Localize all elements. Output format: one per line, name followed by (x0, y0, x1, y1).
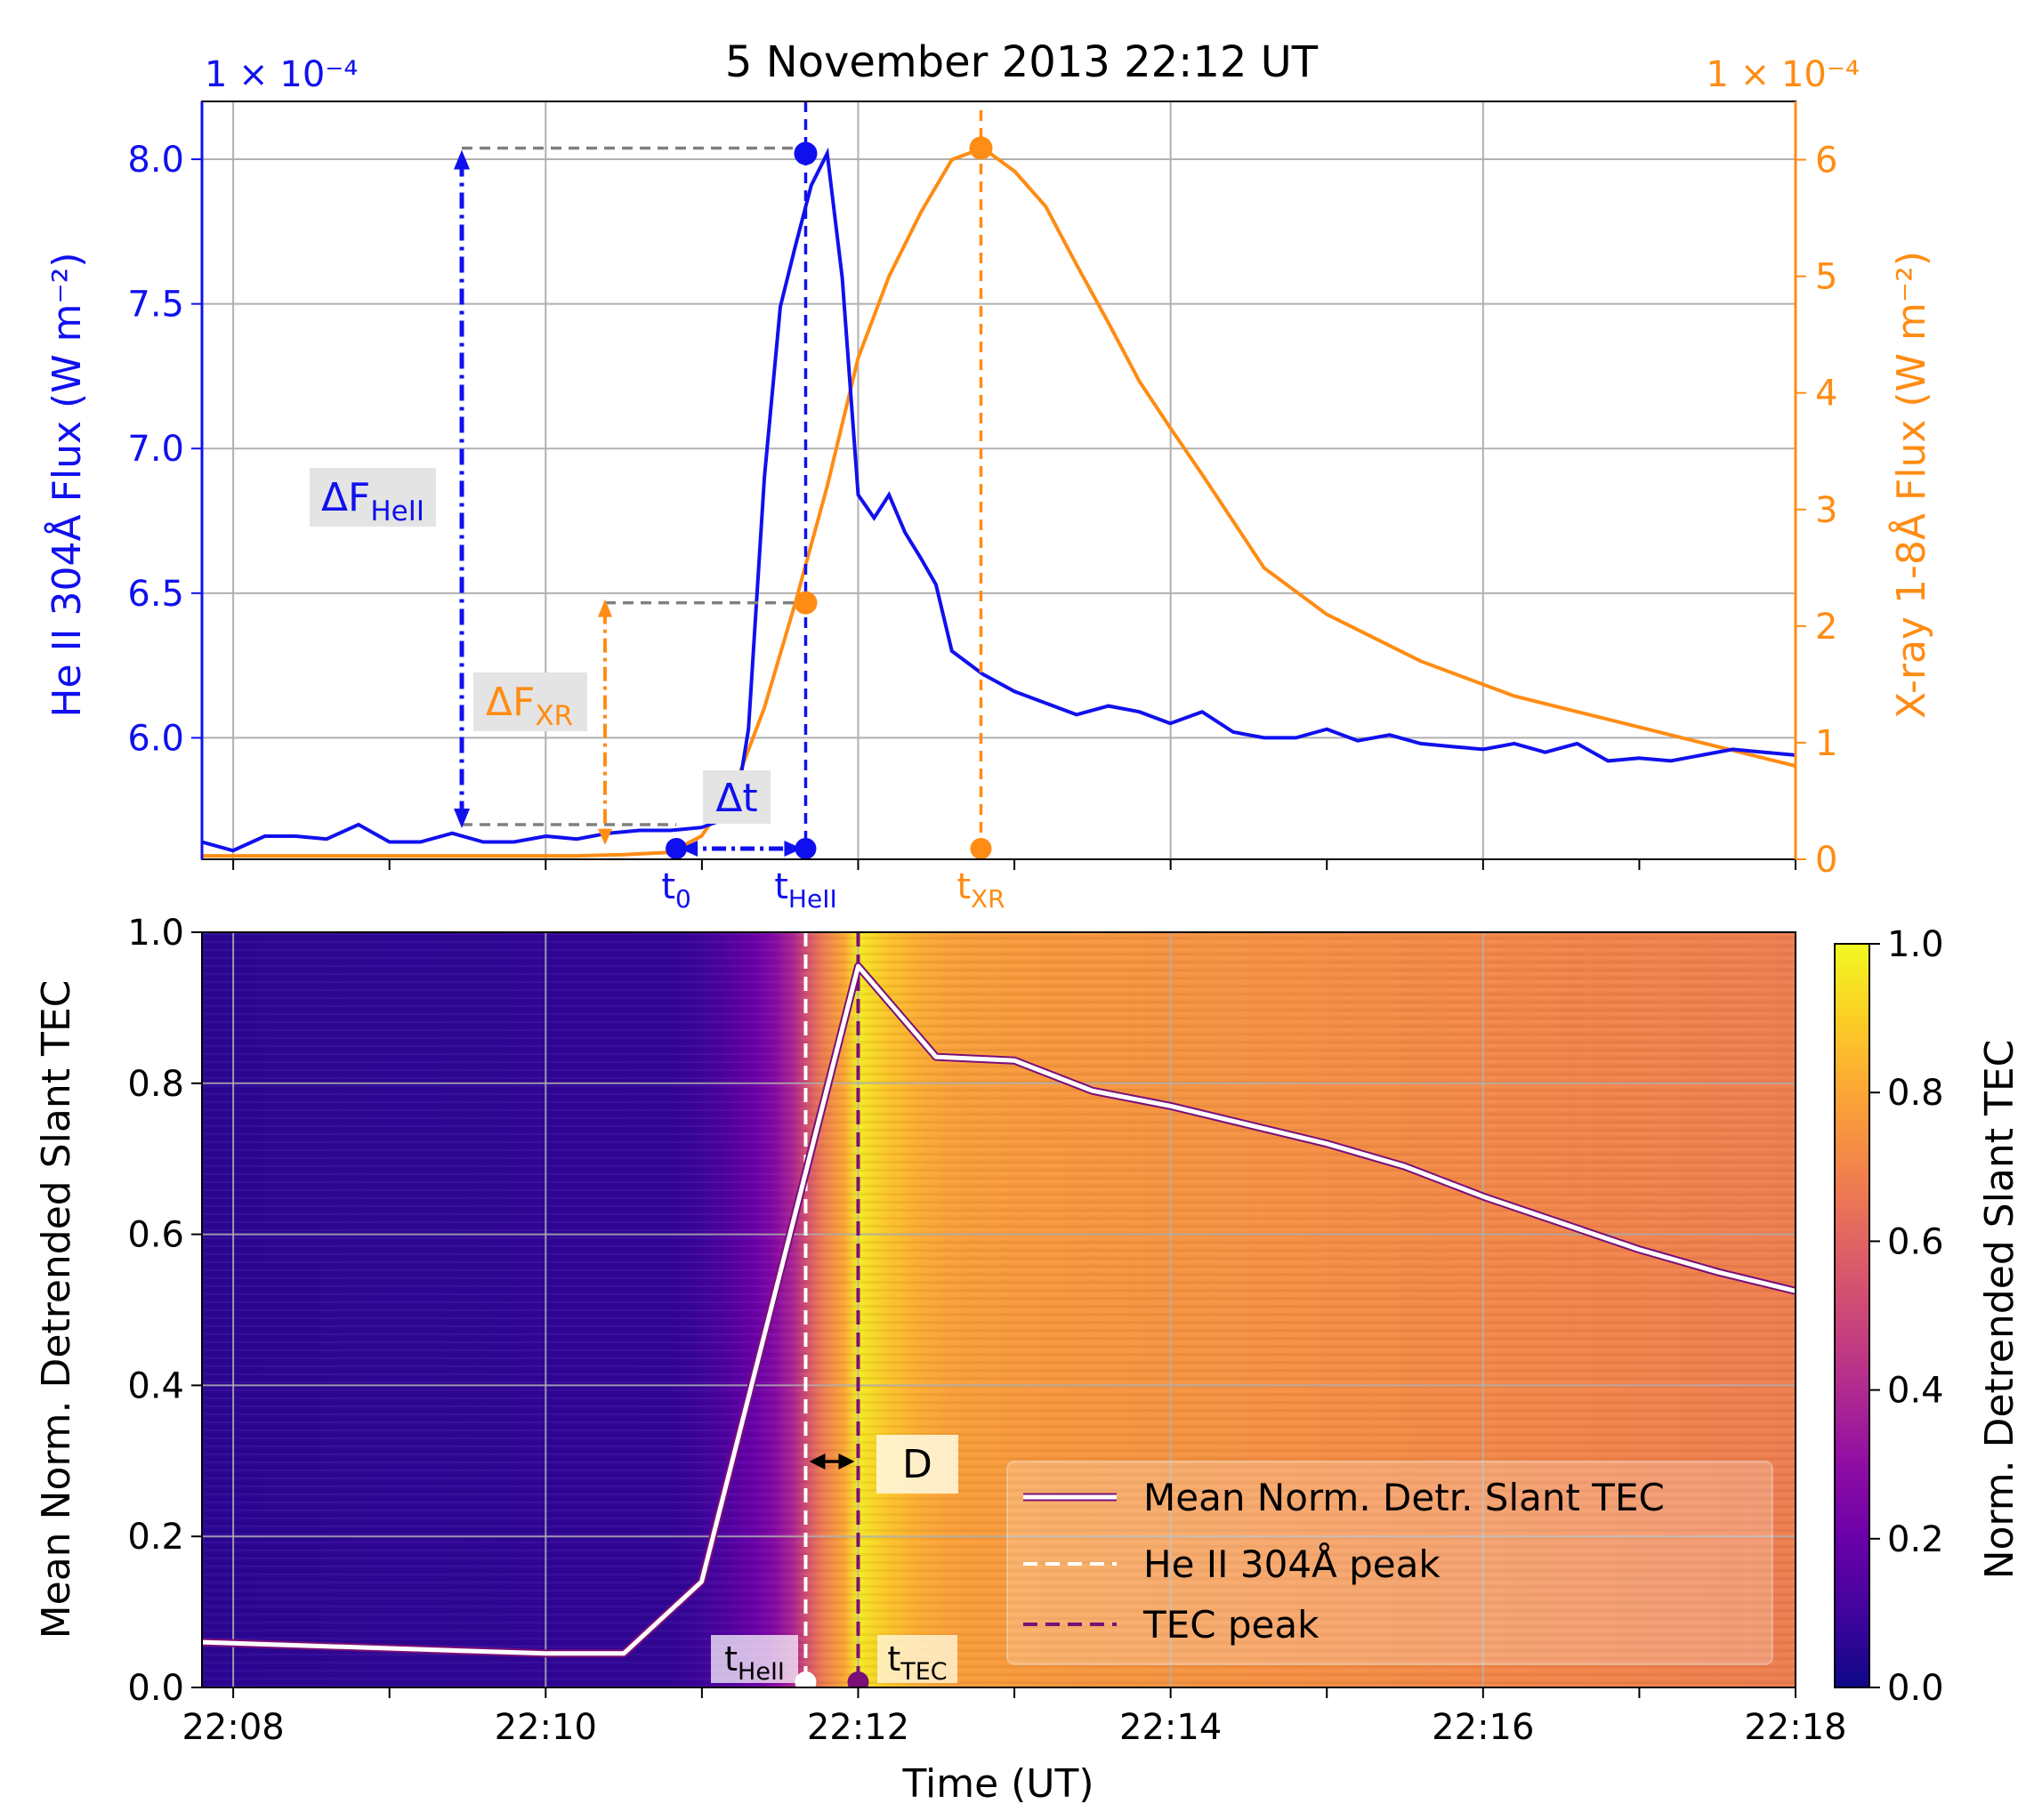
bottom-y-tick-label: 0.0 (127, 1668, 184, 1709)
bottom-plot-frame (201, 931, 1796, 1688)
legend-box (1006, 1461, 1773, 1665)
left-y-tick-label: 7.5 (127, 285, 184, 326)
left-y-tick-label: 8.0 (127, 140, 184, 181)
left-axis-multiplier: 1 × 10⁻⁴ (205, 54, 358, 95)
xr-at-thell-dot (794, 591, 818, 615)
ttec-dot (847, 1671, 869, 1687)
top-plot-background (202, 101, 1796, 859)
colorbar-label: Norm. Detrended Slant TEC (1977, 1040, 2022, 1580)
bottom-y-tick-label: 0.4 (127, 1365, 184, 1406)
colorbar-tick-label: 0.0 (1887, 1668, 1944, 1709)
legend-label-hell-peak: He II 304Å peak (1143, 1542, 1441, 1586)
left-axis-label: He II 304Å Flux (W m⁻²) (43, 252, 90, 717)
colorbar-tick-label: 0.6 (1887, 1221, 1944, 1262)
thell-bottom-dot (795, 1671, 817, 1687)
bottom-y-tick-label: 0.8 (127, 1064, 184, 1105)
colorbar-tick-label: 0.2 (1887, 1519, 1944, 1560)
dF-xr-arrowhead-down (598, 828, 612, 845)
dF-hell-label-box (310, 468, 436, 527)
bottom-x-tick-label: 22:12 (807, 1707, 909, 1748)
d-label-box (876, 1435, 958, 1494)
dF-xr-label: ΔFXR (486, 680, 573, 732)
dt-label: Δt (715, 776, 757, 821)
right-y-tick-label: 0 (1815, 840, 1837, 881)
legend-label-tec-peak: TEC peak (1142, 1603, 1320, 1647)
bottom-axes: 22:08 22:10 22:12 22:14 22:16 22:18 0.0 0.2 0.4 0… (127, 913, 1846, 1748)
bottom-y-tick-label: 1.0 (127, 913, 184, 954)
left-y-tick-label: 7.0 (127, 429, 184, 470)
thell-dot (795, 838, 817, 859)
colorbar-tick-label: 1.0 (1887, 924, 1944, 965)
mean-tec-line (202, 963, 1796, 1656)
top-plot-area: ΔFHeII ΔFXR Δt (202, 101, 1796, 859)
right-y-tick-label: 4 (1815, 374, 1837, 415)
left-y-tick-label: 6.5 (127, 574, 184, 615)
bottom-x-tick-label: 22:10 (495, 1707, 597, 1748)
hell-flux-line (202, 147, 1796, 853)
right-y-tick-label: 5 (1815, 257, 1837, 298)
t0-dot (666, 838, 688, 859)
bottom-x-tick-label: 22:16 (1432, 1707, 1534, 1748)
txr-label: tXR (956, 866, 1005, 914)
bottom-y-tick-label: 0.2 (127, 1517, 184, 1558)
txr-dot (970, 838, 992, 859)
legend-label-mean-tec: Mean Norm. Detr. Slant TEC (1143, 1476, 1665, 1519)
thell-bottom-label: tHeII (724, 1639, 785, 1686)
right-y-tick-label: 2 (1815, 607, 1837, 648)
thell-label: tHeII (774, 866, 836, 914)
colorbar-bar (1834, 943, 1870, 1688)
dt-arrowhead-right (784, 841, 803, 857)
d-arrowhead-left (809, 1454, 826, 1470)
dt-label-box (703, 770, 771, 824)
right-y-tick-label: 3 (1815, 490, 1837, 531)
bottom-y-axis-label: Mean Norm. Detrended Slant TEC (34, 980, 79, 1639)
left-y-tick-label: 6.0 (127, 718, 184, 759)
dF-hell-label: ΔFHeII (321, 475, 424, 527)
hell-peak-dot (794, 141, 818, 165)
dt-arrowhead-left (680, 841, 698, 857)
bottom-x-tick-label: 22:14 (1119, 1707, 1222, 1748)
xr-peak-dot (969, 136, 993, 160)
dF-xr-label-box (473, 672, 587, 731)
top-axes: 6.0 6.5 7.0 7.5 8.0 0 1 2 3 4 5 6 t0 tHeII tXR (127, 140, 1837, 914)
right-y-tick-label: 6 (1815, 141, 1837, 181)
t0-label: t0 (661, 866, 691, 914)
colorbar: 0.0 0.2 0.4 0.6 0.8 1.0 Norm. Detrended Slant… (1834, 924, 2022, 1709)
legend: Mean Norm. Detr. Slant TEC He II 304Å pe… (1006, 1461, 1773, 1665)
colorbar-tick-label: 0.4 (1887, 1371, 1944, 1412)
xray-flux-line (202, 146, 1796, 858)
d-label: D (902, 1442, 932, 1487)
dF-hell-arrowhead-up (454, 149, 470, 170)
top-panel: ΔFHeII ΔFXR Δt 6.0 6.5 7.0 7.5 8.0 0 1 2 3 4 5 6 t0 tHe… (43, 37, 1934, 914)
bottom-x-tick-label: 22:18 (1744, 1707, 1846, 1748)
colorbar-axes: 0.0 0.2 0.4 0.6 0.8 1.0 (1869, 924, 1944, 1709)
bottom-x-tick-label: 22:08 (182, 1707, 284, 1748)
right-axis-multiplier: 1 × 10⁻⁴ (1707, 54, 1860, 95)
dF-xr-arrowhead-up (598, 599, 612, 617)
right-axis-label: X-ray 1-8Å Flux (W m⁻²) (1887, 251, 1934, 719)
chart-title: 5 November 2013 22:12 UT (725, 37, 1319, 87)
colorbar-tick-label: 0.8 (1887, 1073, 1944, 1114)
thell-bottom-label-box (711, 1635, 798, 1683)
right-y-tick-label: 1 (1815, 723, 1837, 764)
ttec-label: tTEC (887, 1639, 947, 1686)
bottom-x-axis-label: Time (UT) (901, 1761, 1094, 1807)
dF-hell-arrowhead-down (454, 808, 470, 828)
bottom-y-tick-label: 0.6 (127, 1215, 184, 1256)
ttec-label-box (877, 1635, 957, 1683)
d-arrowhead-right (838, 1454, 855, 1470)
